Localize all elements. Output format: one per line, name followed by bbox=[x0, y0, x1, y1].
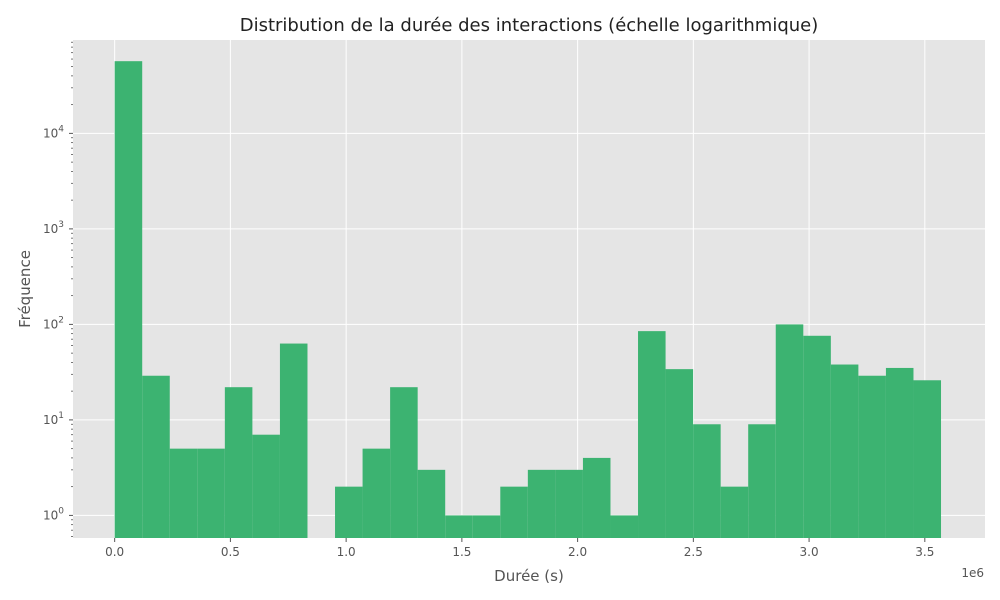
histogram-bar bbox=[610, 515, 639, 538]
histogram-bar bbox=[472, 515, 501, 538]
histogram-bar bbox=[803, 335, 831, 538]
y-tick-label: 102 bbox=[43, 315, 64, 331]
histogram-bar bbox=[527, 469, 556, 538]
x-tick-label: 1.5 bbox=[452, 545, 471, 559]
histogram-bar bbox=[555, 469, 583, 538]
x-tick-label: 3.5 bbox=[915, 545, 934, 559]
x-tick-label: 3.0 bbox=[800, 545, 819, 559]
chart-title: Distribution de la durée des interaction… bbox=[240, 15, 819, 36]
y-tick-label: 104 bbox=[43, 124, 64, 140]
histogram-bar bbox=[500, 486, 528, 538]
y-tick-label: 101 bbox=[43, 411, 64, 427]
histogram-bar bbox=[885, 367, 914, 538]
histogram-bar bbox=[665, 369, 694, 538]
histogram-bar bbox=[252, 434, 280, 538]
histogram-bar bbox=[748, 424, 776, 538]
x-tick-label: 0.5 bbox=[221, 545, 240, 559]
x-tick-label: 2.5 bbox=[684, 545, 703, 559]
histogram-bar bbox=[114, 61, 143, 538]
histogram-bar bbox=[775, 324, 804, 538]
histogram-bar bbox=[335, 486, 363, 538]
y-axis-label: Fréquence bbox=[16, 250, 34, 328]
histogram-bar bbox=[638, 331, 666, 538]
histogram-bar bbox=[224, 387, 253, 538]
histogram-bar bbox=[693, 424, 721, 538]
histogram-bar bbox=[279, 343, 308, 538]
histogram-bar bbox=[362, 448, 391, 538]
histogram-bar bbox=[720, 486, 749, 538]
x-axis-label: Durée (s) bbox=[494, 567, 564, 585]
y-tick-label: 103 bbox=[43, 220, 64, 236]
x-axis-offset-label: 1e6 bbox=[961, 566, 984, 580]
histogram-bar bbox=[169, 448, 198, 538]
bars bbox=[114, 61, 942, 538]
histogram-bar bbox=[142, 375, 170, 538]
x-tick-label: 1.0 bbox=[337, 545, 356, 559]
histogram-bar bbox=[445, 515, 473, 538]
histogram-bar bbox=[582, 457, 611, 538]
x-tick-label: 0.0 bbox=[105, 545, 124, 559]
histogram-bar bbox=[913, 380, 942, 538]
histogram-bar bbox=[858, 375, 886, 538]
histogram-bar bbox=[197, 448, 225, 538]
histogram-bar bbox=[830, 364, 859, 538]
y-tick-label: 100 bbox=[43, 506, 64, 522]
histogram-bar bbox=[417, 469, 446, 538]
axes: 0.0 0.5 1.0 1.5 2.0 2.5 3.0 3.5 100 101 102 103 104 bbox=[43, 41, 934, 559]
x-tick-label: 2.0 bbox=[568, 545, 587, 559]
histogram-bar bbox=[390, 387, 418, 538]
